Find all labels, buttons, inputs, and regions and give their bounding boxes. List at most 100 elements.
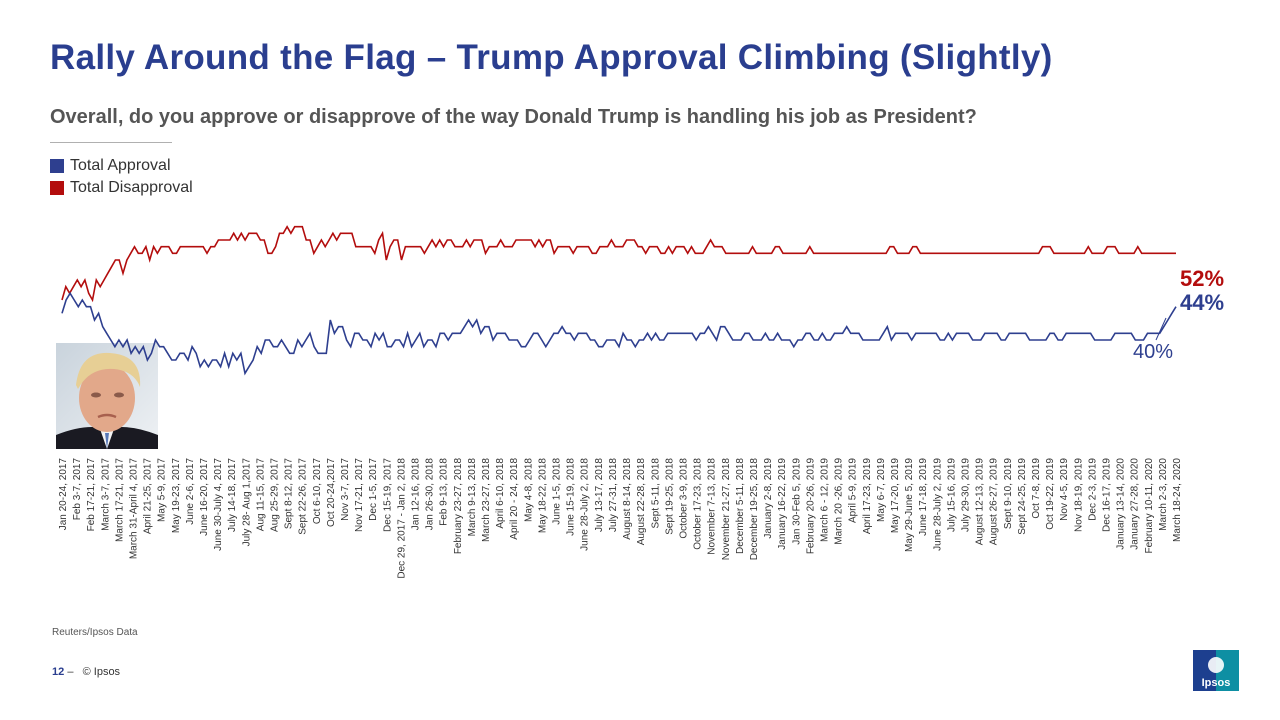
x-tick-label: December 5-11, 2018 — [735, 458, 746, 554]
x-tick-label: May 5-9, 2017 — [157, 458, 168, 522]
x-tick-label: Dec 29, 2017 - Jan 2, 2018 — [396, 458, 407, 579]
x-tick-label: Jan 30-Feb 5, 2019 — [791, 458, 802, 545]
page-title: Rally Around the Flag – Trump Approval C… — [50, 38, 1053, 77]
x-tick-label: April 6-10, 2018 — [495, 458, 506, 529]
x-tick-label: March 9-13, 2018 — [467, 458, 478, 537]
x-tick-label: March 18-24, 2020 — [1172, 458, 1183, 542]
x-tick-label: June 16-20, 2017 — [199, 458, 210, 536]
x-tick-label: December 19-25, 2018 — [749, 458, 760, 561]
x-tick-label: June 28-July 2, 2018 — [580, 458, 591, 551]
x-tick-label: March 3-7, 2017 — [100, 458, 111, 531]
disapproval-series-line — [61, 225, 1176, 303]
x-tick-label: August 22-28, 2018 — [636, 458, 647, 546]
x-tick-label: Sept 24-25, 2019 — [1017, 458, 1028, 535]
x-tick-label: Oct 19-22, 2019 — [1045, 458, 1056, 530]
x-tick-label: April 21-25, 2017 — [143, 458, 154, 535]
portrait-icon — [56, 343, 158, 449]
callout-40-label: 40% — [1133, 341, 1173, 363]
x-tick-label: Dec 2-3, 2019 — [1087, 458, 1098, 521]
x-tick-label: January 13-14, 2020 — [1116, 458, 1127, 550]
x-tick-label: June 15-19, 2018 — [566, 458, 577, 536]
x-tick-label: March 23-27, 2018 — [481, 458, 492, 542]
x-tick-label: January 27-28, 2020 — [1130, 458, 1141, 550]
x-tick-label: June 2-6, 2017 — [185, 458, 196, 525]
x-tick-label: June 1-5, 2018 — [552, 458, 563, 525]
x-tick-label: October 3-9, 2018 — [679, 458, 690, 539]
x-tick-label: June 28-July 2, 2019 — [932, 458, 943, 551]
x-tick-label: Feb 9-13, 2018 — [439, 458, 450, 526]
x-tick-label: May 18-22, 2018 — [537, 458, 548, 533]
page-subtitle: Overall, do you approve or disapprove of… — [50, 106, 977, 128]
x-tick-label: May 29-June 5, 2019 — [904, 458, 915, 552]
footer: 12 – © Ipsos — [52, 666, 120, 678]
x-tick-label: February 10-11, 2020 — [1144, 458, 1155, 554]
x-tick-label: July 14-18, 2017 — [227, 458, 238, 532]
x-tick-label: February 20-26, 2019 — [805, 458, 816, 555]
x-tick-label: February 23-27, 2018 — [453, 458, 464, 555]
x-tick-label: Nov 4-5, 2019 — [1059, 458, 1070, 521]
x-tick-label: Oct 6-10, 2017 — [312, 458, 323, 525]
x-tick-label: Feb 17-21, 2017 — [86, 458, 97, 532]
approval-series-line — [61, 291, 1177, 376]
x-tick-label: Nov 17-21, 2017 — [354, 458, 365, 532]
approval-swatch — [50, 159, 64, 173]
disapproval-swatch — [50, 181, 64, 195]
x-tick-label: April 5-9, 2019 — [848, 458, 859, 523]
source-note: Reuters/Ipsos Data — [52, 627, 138, 638]
x-tick-label: July 15-16, 2019 — [946, 458, 957, 532]
x-tick-label: June 17-18, 2019 — [918, 458, 929, 536]
x-tick-label: Oct 20-24,2017 — [326, 458, 337, 527]
x-tick-label: August 26-27, 2019 — [989, 458, 1000, 546]
legend-label-disapproval: Total Disapproval — [70, 179, 193, 196]
callout-leader-line — [1155, 317, 1167, 341]
x-tick-label: April 17-23, 2019 — [862, 458, 873, 535]
x-tick-label: July 28- Aug 1,2017 — [241, 458, 252, 547]
ipsos-logo-icon: Ipsos — [1193, 650, 1239, 691]
x-tick-label: May 6-7, 2019 — [876, 458, 887, 522]
x-tick-label: Dec 16-17, 2019 — [1102, 458, 1113, 532]
x-tick-label: March 6 - 12, 2019 — [820, 458, 831, 542]
ipsos-logo-text: Ipsos — [1202, 677, 1231, 689]
x-tick-label: Jan 26-30, 2018 — [425, 458, 436, 531]
x-tick-label: March 17-21, 2017 — [114, 458, 125, 542]
x-tick-label: October 17-23, 2018 — [693, 458, 704, 550]
x-tick-label: Oct 7-8, 2019 — [1031, 458, 1042, 519]
footer-dash: – — [67, 666, 74, 678]
x-tick-label: July 27-31, 2018 — [608, 458, 619, 532]
legend-item-approval: Total Approval — [50, 155, 193, 177]
x-tick-label: Dec 1-5, 2017 — [368, 458, 379, 521]
x-tick-label: March 20 -26, 2019 — [834, 458, 845, 545]
x-tick-label: Jan 20-24, 2017 — [58, 458, 69, 531]
ipsos-logo: Ipsos — [1193, 650, 1239, 691]
x-tick-label: August 12-13, 2019 — [975, 458, 986, 546]
x-tick-label: Nov 18-19, 2019 — [1073, 458, 1084, 532]
x-tick-label: August 8-14, 2018 — [622, 458, 633, 540]
x-tick-label: Aug 25-29, 2017 — [270, 458, 281, 532]
trump-portrait-image — [56, 343, 158, 449]
x-tick-label: July 29-30, 2019 — [961, 458, 972, 532]
x-tick-label: Sept 9-10, 2019 — [1003, 458, 1014, 530]
x-tick-label: November 21-27, 2018 — [721, 458, 732, 561]
x-tick-label: Sept 5-11, 2018 — [650, 458, 661, 529]
x-tick-label: May 4-8, 2018 — [523, 458, 534, 522]
legend-item-disapproval: Total Disapproval — [50, 177, 193, 199]
x-tick-label: June 30-July 4, 2017 — [213, 458, 224, 551]
x-tick-label: Aug 11-15, 2017 — [255, 458, 266, 532]
x-tick-label: March 31-April 4, 2017 — [129, 458, 140, 560]
x-tick-label: November 7-13, 2018 — [707, 458, 718, 555]
legend-label-approval: Total Approval — [70, 157, 171, 174]
x-tick-label: January 16-22, 2019 — [777, 458, 788, 550]
x-tick-label: Dec 15-19, 2017 — [382, 458, 393, 532]
x-tick-label: April 20 - 24, 2018 — [509, 458, 520, 540]
approval-end-label: 44% — [1180, 290, 1224, 315]
page-number: 12 — [52, 666, 65, 678]
x-tick-label: Sept 22-26, 2017 — [298, 458, 309, 535]
x-tick-label: Nov 3-7, 2017 — [340, 458, 351, 521]
x-tick-label: Feb 3-7, 2017 — [72, 458, 83, 521]
x-tick-label: May 19-23, 2017 — [171, 458, 182, 533]
x-tick-label: Jan 12-16, 2018 — [411, 458, 422, 531]
x-tick-label: July 13-17, 2018 — [594, 458, 605, 532]
x-tick-label: Sept 8-12, 2017 — [284, 458, 295, 530]
chart-legend: Total Approval Total Disapproval — [50, 155, 193, 199]
